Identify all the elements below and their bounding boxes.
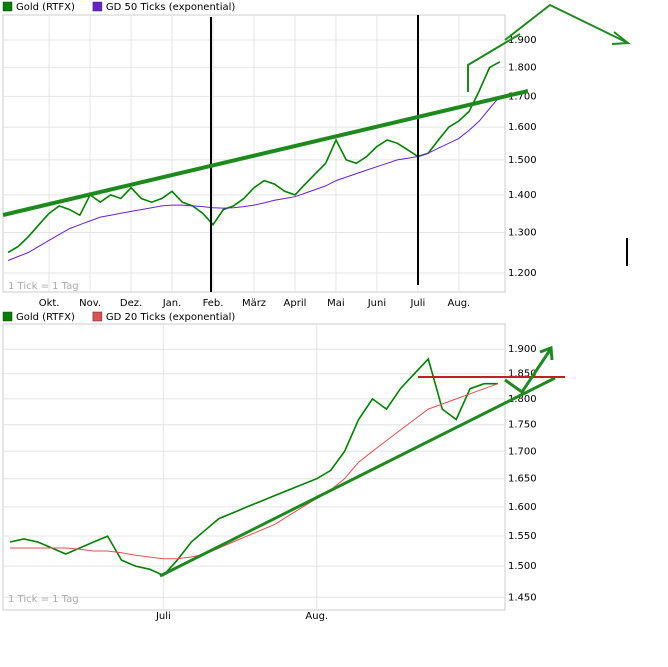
trend-line <box>159 376 556 578</box>
arrow <box>504 3 629 44</box>
plot: 1.200 1.300 1.400 1.500 1.600 1.700 1.800 1.900… <box>2 1 537 622</box>
y-tick-label: 1.600 <box>508 502 537 513</box>
legend-swatch <box>2 1 13 12</box>
y-tick-label: 1.800 <box>508 394 537 405</box>
x-tick-label: März <box>242 298 266 309</box>
y-tick-label: 1.700 <box>508 91 537 102</box>
legend-label: Gold (RTFX) <box>16 2 75 13</box>
y-tick-label: 1.600 <box>508 122 537 133</box>
y-tick-label: 1.500 <box>508 561 537 572</box>
x-tick-label: Nov. <box>79 298 101 309</box>
x-tick-label: Juli <box>409 298 425 309</box>
arrow-head <box>539 345 554 361</box>
x-tick-label: Dez. <box>120 298 142 309</box>
x-tick-label: Aug. <box>305 611 328 622</box>
x-tick-label: Juli <box>155 611 171 622</box>
trend-line <box>2 89 529 217</box>
x-tick-label: Juni <box>367 298 386 309</box>
x-tick-label: Mai <box>327 298 345 309</box>
arrow <box>504 349 552 395</box>
y-tick-label: 1.900 <box>508 344 537 355</box>
series-line <box>10 383 499 560</box>
legend-label: GD 20 Ticks (exponential) <box>106 312 235 323</box>
y-tick-label: 1.650 <box>508 474 537 485</box>
note: 1 Tick = 1 Tag <box>8 594 79 605</box>
legend-swatch <box>92 311 103 322</box>
legend-swatch <box>92 1 103 12</box>
y-tick-label: 1.900 <box>508 35 537 46</box>
y-tick-label: 1.850 <box>508 369 537 380</box>
y-tick-label: 1.800 <box>508 62 537 73</box>
note: 1 Tick = 1 Tag <box>8 281 79 292</box>
y-tick-label: 1.750 <box>508 420 537 431</box>
trend-line <box>467 33 521 92</box>
y-tick-label: 1.450 <box>508 592 537 603</box>
y-tick-label: 1.700 <box>508 446 537 457</box>
arrow-head <box>611 31 631 45</box>
y-tick-label: 1.550 <box>508 531 537 542</box>
x-tick-label: Feb. <box>203 298 224 309</box>
legend-label: GD 50 Ticks (exponential) <box>106 2 235 13</box>
legend-label: Gold (RTFX) <box>16 312 75 323</box>
x-tick-label: Aug. <box>448 298 471 309</box>
x-tick-label: Okt. <box>39 298 60 309</box>
x-tick-label: April <box>284 298 307 309</box>
legend-swatch <box>2 311 13 322</box>
y-tick-label: 1.300 <box>508 227 537 238</box>
y-tick-label: 1.200 <box>508 268 537 279</box>
x-tick-label: Jan. <box>162 298 182 309</box>
series-line <box>9 357 498 577</box>
y-tick-label: 1.500 <box>508 155 537 166</box>
y-tick-label: 1.400 <box>508 190 537 201</box>
bottom-frame <box>2 323 506 611</box>
